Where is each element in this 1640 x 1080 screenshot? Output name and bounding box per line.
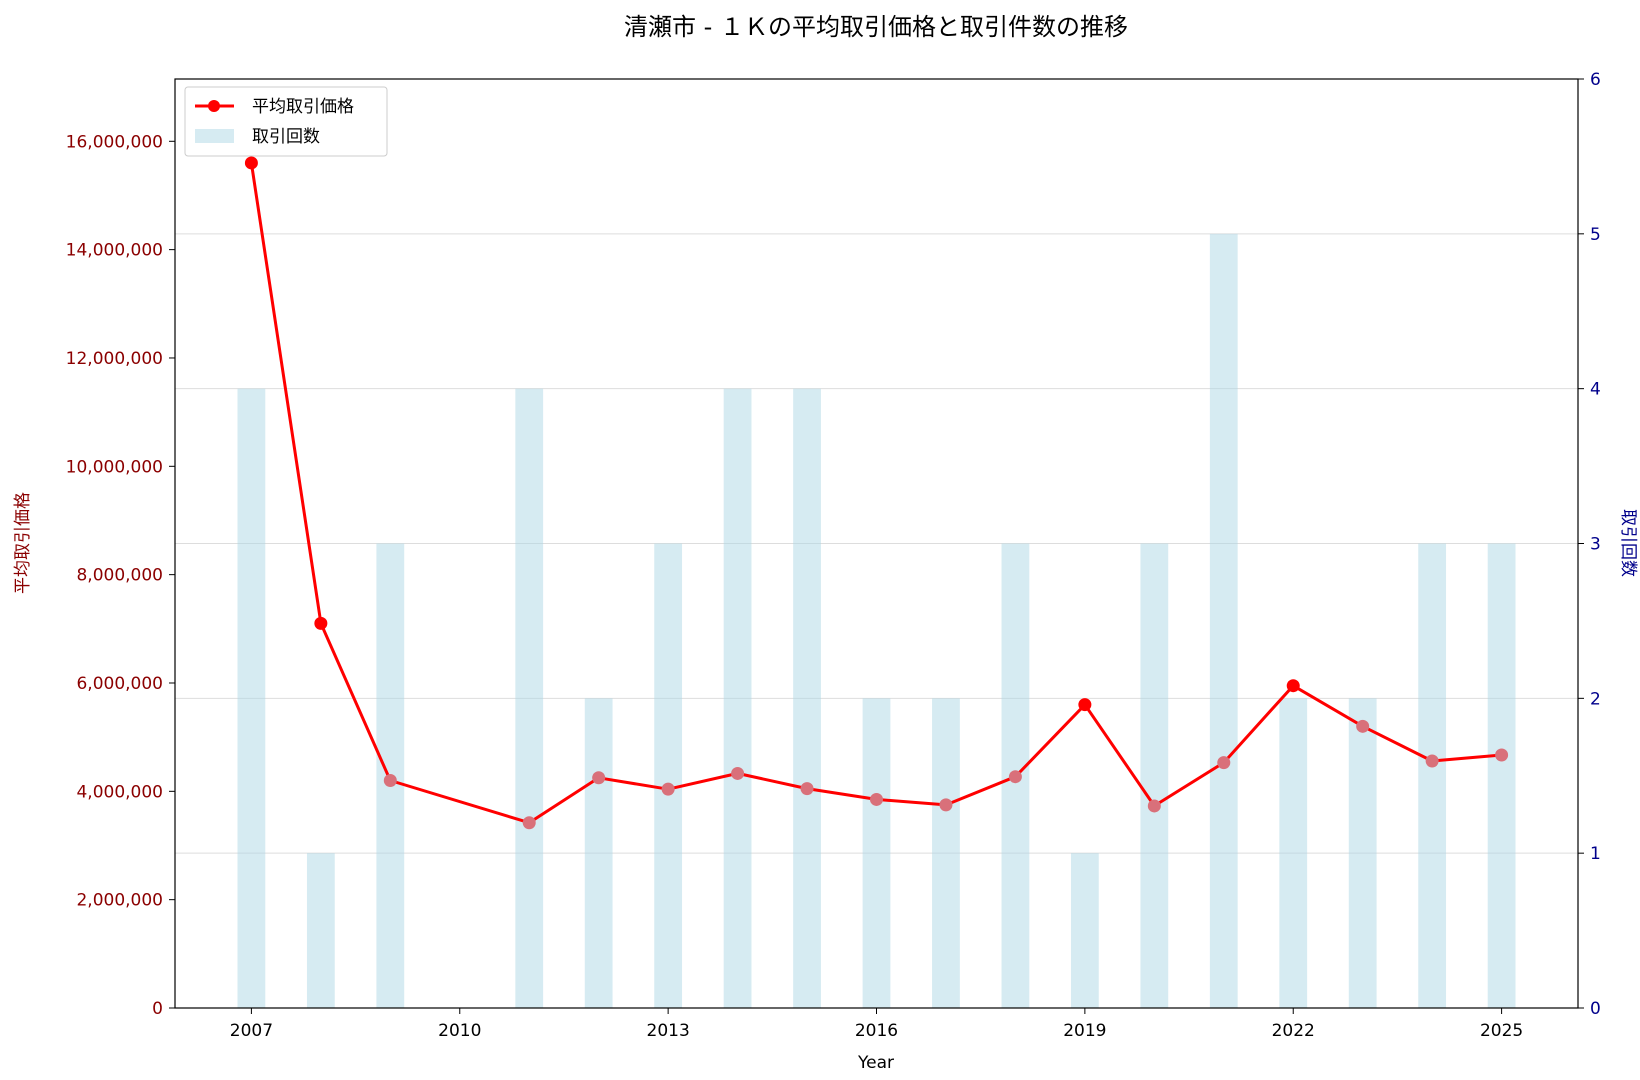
x-tick-label: 2016 [855, 1021, 898, 1041]
bar [306, 853, 335, 1008]
price-point [522, 816, 536, 830]
right-axis-label: 取引回数 [1618, 509, 1638, 577]
left-tick-label: 16,000,000 [66, 132, 163, 152]
price-point [1356, 719, 1370, 733]
x-tick-label: 2010 [438, 1021, 481, 1041]
price-point [592, 771, 606, 785]
price-point [1495, 748, 1509, 762]
bar [654, 543, 683, 1008]
bar [1279, 698, 1308, 1008]
bar [237, 388, 266, 1009]
left-tick-label: 4,000,000 [76, 782, 163, 802]
legend-box [184, 86, 388, 157]
left-axis: 0 2,000,000 4,000,000 6,000,000 8,000,000 10,… [66, 132, 175, 1019]
price-point [1425, 754, 1439, 768]
left-tick-label: 0 [152, 999, 163, 1019]
line-series [244, 156, 1509, 830]
left-tick-label: 2,000,000 [76, 891, 163, 911]
bar [515, 388, 544, 1009]
price-point [939, 798, 953, 812]
bar [793, 388, 821, 1009]
price-point [1147, 799, 1161, 813]
right-tick-label: 4 [1590, 380, 1601, 400]
left-tick-label: 14,000,000 [66, 241, 163, 261]
price-point [1078, 698, 1092, 712]
bar [1070, 853, 1099, 1008]
left-tick-label: 8,000,000 [76, 566, 163, 586]
left-tick-label: 12,000,000 [66, 349, 163, 369]
grid-lines [175, 233, 1578, 854]
left-tick-label: 6,000,000 [76, 674, 163, 694]
bar-series [237, 233, 1516, 1009]
right-tick-label: 1 [1590, 844, 1601, 864]
price-point [731, 766, 745, 780]
legend-marker-swatch [208, 100, 220, 112]
price-point [661, 782, 675, 796]
legend-label-count: 取引回数 [252, 127, 320, 147]
legend: 平均取引価格 取引回数 [184, 86, 388, 157]
price-point [1217, 756, 1231, 770]
bar [1348, 698, 1377, 1008]
x-tick-label: 2013 [647, 1021, 690, 1041]
right-tick-label: 2 [1590, 689, 1601, 709]
price-point [314, 616, 328, 630]
x-tick-label: 2022 [1272, 1021, 1315, 1041]
bar [723, 388, 752, 1009]
price-point [800, 782, 814, 796]
price-point [1286, 679, 1300, 693]
x-tick-label: 2025 [1480, 1021, 1523, 1041]
bar [1140, 543, 1169, 1008]
right-tick-label: 3 [1590, 535, 1601, 555]
bar [1487, 543, 1516, 1008]
price-point [383, 773, 397, 787]
x-tick-label: 2007 [230, 1021, 273, 1041]
price-line [249, 162, 1502, 825]
price-point [244, 156, 258, 170]
x-axis: 2007 2010 2013 2016 2019 2022 2025 [230, 1008, 1523, 1041]
right-tick-label: 6 [1590, 70, 1601, 90]
left-axis-label: 平均取引価格 [13, 492, 33, 594]
bar [932, 698, 960, 1008]
x-axis-label: Year [857, 1053, 894, 1073]
price-point [870, 792, 883, 806]
right-tick-label: 5 [1590, 225, 1601, 245]
left-tick-label: 10,000,000 [66, 457, 163, 477]
chart-title: 清瀬市 - １Ｋの平均取引価格と取引件数の推移 [624, 13, 1128, 41]
right-tick-label: 0 [1590, 999, 1601, 1019]
bar [1209, 233, 1238, 1009]
bar [862, 698, 891, 1008]
legend-bar-swatch [195, 129, 234, 143]
right-axis: 0 1 2 3 4 5 6 [1578, 70, 1601, 1019]
bar [1418, 543, 1447, 1008]
legend-label-price: 平均取引価格 [252, 97, 354, 117]
price-point [1008, 770, 1022, 784]
bar [584, 698, 613, 1008]
x-tick-label: 2019 [1063, 1021, 1106, 1041]
